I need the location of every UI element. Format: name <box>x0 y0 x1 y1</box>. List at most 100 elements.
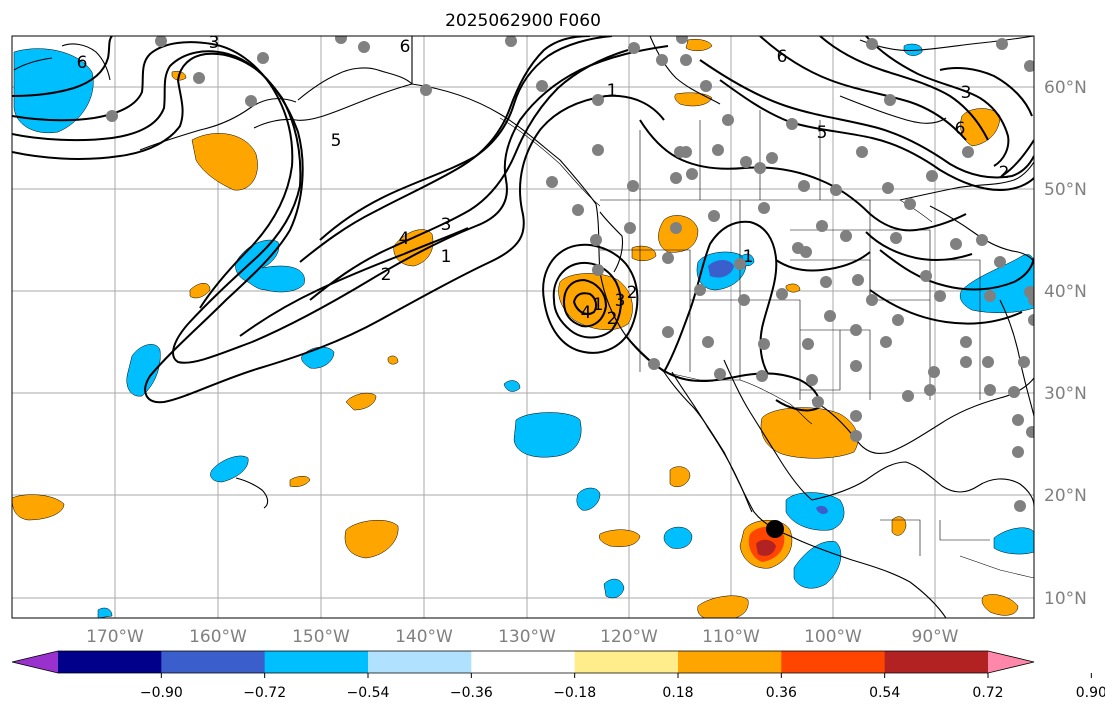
station-dot <box>996 38 1008 50</box>
coastline <box>139 98 297 151</box>
station-dot <box>890 232 902 244</box>
station-dot <box>758 202 770 214</box>
station-dot <box>902 390 914 402</box>
station-dot <box>866 38 878 50</box>
positive-area <box>981 594 1019 616</box>
station-dot <box>982 356 994 368</box>
colorbar-segment <box>884 651 989 673</box>
station-dot <box>984 384 996 396</box>
contour-value-label: 3 <box>961 83 972 103</box>
station-dot <box>546 176 558 188</box>
colorbar-segment <box>781 651 886 673</box>
station-dot <box>193 72 205 84</box>
contour-line <box>759 36 967 141</box>
contour-value-label: 4 <box>399 229 410 249</box>
contour-line <box>639 119 967 232</box>
station-dot <box>722 114 734 126</box>
station-dot <box>856 146 868 158</box>
longitude-label: 110°W <box>702 627 760 647</box>
station-dot <box>592 144 604 156</box>
colorbar-tick-label: −0.54 <box>347 685 390 701</box>
colorbar-outline <box>11 650 1035 674</box>
positive-area <box>599 529 641 547</box>
station-dot <box>806 374 818 386</box>
contour-line <box>542 243 639 354</box>
station-dot <box>852 274 864 286</box>
contour-value-label: 3 <box>615 291 626 311</box>
coastline <box>839 95 947 124</box>
colorbar-tick-label: −0.18 <box>553 685 596 701</box>
station-dot <box>850 360 862 372</box>
station-dot <box>740 156 752 168</box>
coastline <box>599 211 624 273</box>
longitude-label: 90°W <box>912 627 959 647</box>
positive-area <box>387 355 399 365</box>
latitude-label: 60°N <box>1044 78 1087 98</box>
station-dot <box>592 264 604 276</box>
negative-area <box>503 380 521 392</box>
contour-line <box>309 49 629 301</box>
station-dot <box>648 358 660 370</box>
positive-area <box>12 494 65 521</box>
station-dot <box>624 222 636 234</box>
station-dot <box>812 396 824 408</box>
colorbar-segment <box>471 651 576 673</box>
positive-area <box>344 519 399 559</box>
negative-area <box>13 48 94 134</box>
contour-line <box>12 45 669 364</box>
contour-value-label: 2 <box>627 283 638 303</box>
station-dot <box>592 94 604 106</box>
station-dot <box>766 152 778 164</box>
contour-value-label: 6 <box>77 53 88 73</box>
country-border <box>880 519 990 556</box>
negative-area <box>126 344 161 397</box>
station-dot <box>536 80 548 92</box>
positive-area <box>674 92 713 107</box>
colorbar-tick-label: −0.72 <box>243 685 286 701</box>
station-dot <box>802 338 814 350</box>
station-dot <box>674 146 686 158</box>
colorbar-tick-label: 0.90 <box>1076 685 1105 701</box>
station-dot <box>994 256 1006 268</box>
contour-value-label: 3 <box>209 33 220 53</box>
contour-value-label: 1 <box>441 247 452 267</box>
latitude-label: 30°N <box>1044 384 1087 404</box>
contour-value-label: 1 <box>607 81 618 101</box>
longitude-label: 160°W <box>189 627 247 647</box>
station-dot <box>335 36 347 44</box>
longitude-labels: 170°W 160°W 150°W 140°W 130°W 120°W 110°W 100°W… <box>86 627 959 647</box>
colorbar-segment <box>264 651 369 673</box>
contour-line <box>939 67 1033 117</box>
station-dot <box>662 252 674 264</box>
positive-area <box>189 283 211 299</box>
station-dot <box>960 336 972 348</box>
negative-area <box>513 412 582 458</box>
negative-area <box>97 607 113 618</box>
station-dot <box>590 234 602 246</box>
station-dot <box>702 336 714 348</box>
latitude-label: 10°N <box>1044 589 1087 609</box>
contour-line <box>869 289 1023 325</box>
station-dot <box>712 144 724 156</box>
station-dot <box>1028 294 1034 306</box>
coastline <box>723 359 813 501</box>
station-dot <box>960 356 972 368</box>
contour-value-label: 2 <box>381 265 392 285</box>
gridlines <box>12 36 1034 618</box>
colorbar-tick-label: 0.54 <box>869 685 900 701</box>
negative-area <box>576 487 601 511</box>
country-border <box>499 117 601 207</box>
state-border <box>800 329 871 400</box>
station-dot <box>950 238 962 250</box>
contour-line <box>663 220 778 375</box>
contour-line <box>1001 139 1034 177</box>
colorbar-segment <box>58 651 162 673</box>
station-dot <box>800 246 812 258</box>
longitude-label: 140°W <box>395 627 453 647</box>
contour-line <box>572 292 598 315</box>
country-border <box>959 555 1034 579</box>
positive-area <box>785 283 801 293</box>
station-dot <box>850 324 862 336</box>
location-marker <box>766 520 784 538</box>
